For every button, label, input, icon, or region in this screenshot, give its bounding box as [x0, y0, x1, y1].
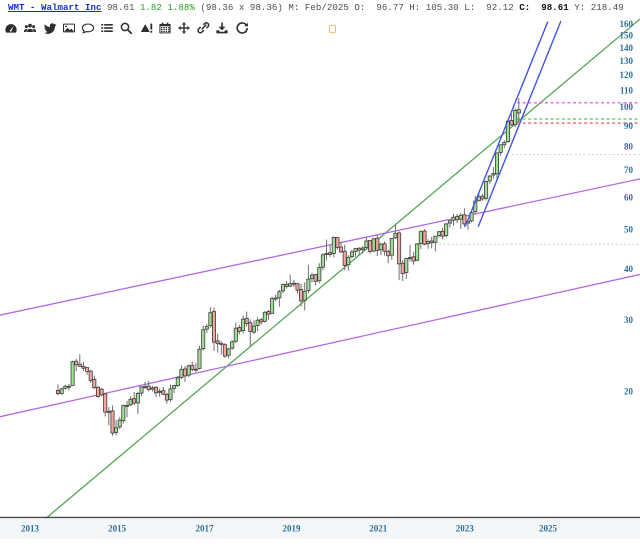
svg-text:2017: 2017 — [196, 524, 215, 534]
svg-text:70: 70 — [624, 165, 634, 175]
svg-text:50: 50 — [624, 225, 634, 235]
svg-text:100: 100 — [620, 102, 634, 112]
svg-text:40: 40 — [624, 264, 634, 274]
svg-text:2023: 2023 — [456, 524, 475, 534]
svg-text:80: 80 — [624, 142, 634, 152]
svg-text:2021: 2021 — [369, 524, 388, 534]
svg-text:30: 30 — [624, 315, 634, 325]
svg-text:2013: 2013 — [21, 524, 40, 534]
svg-text:120: 120 — [620, 70, 634, 80]
svg-text:90: 90 — [624, 121, 634, 131]
svg-text:140: 140 — [620, 43, 634, 53]
svg-text:2015: 2015 — [108, 524, 127, 534]
svg-text:110: 110 — [620, 85, 634, 95]
svg-text:2019: 2019 — [283, 524, 302, 534]
svg-text:130: 130 — [620, 56, 634, 66]
svg-text:2025: 2025 — [539, 524, 558, 534]
svg-text:160: 160 — [620, 19, 634, 29]
svg-text:60: 60 — [624, 192, 634, 202]
svg-text:150: 150 — [620, 31, 634, 41]
svg-text:20: 20 — [624, 386, 634, 396]
